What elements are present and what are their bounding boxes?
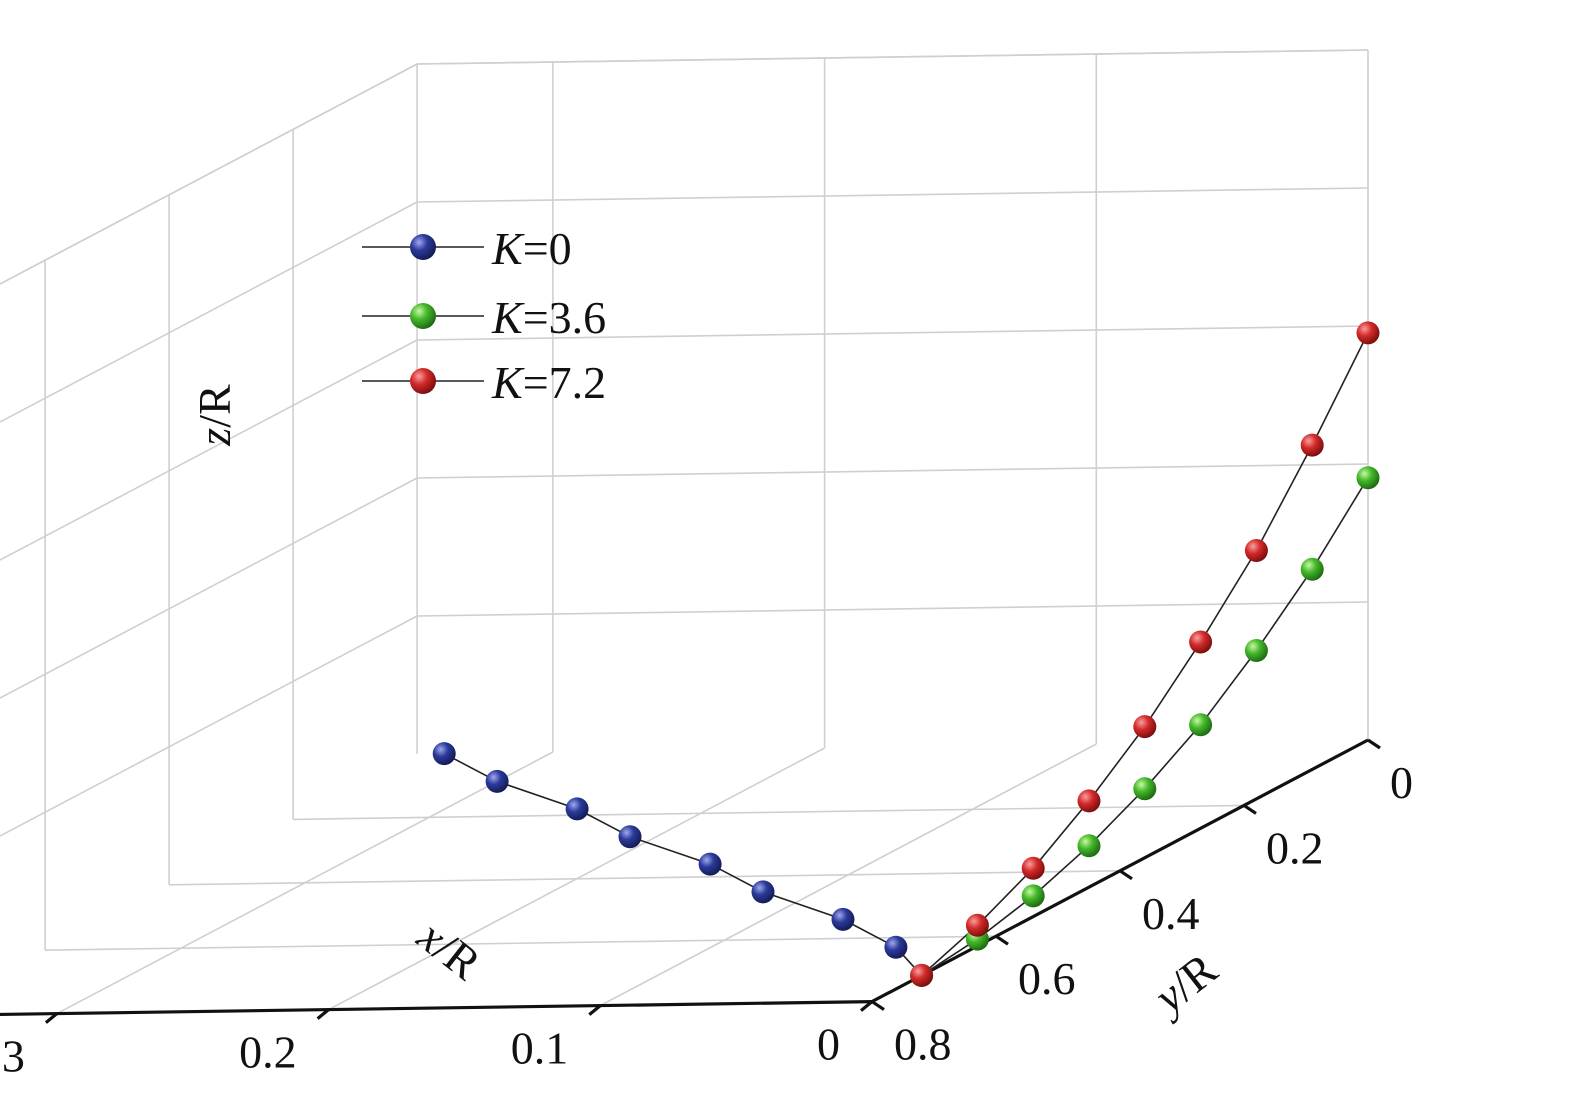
grid-line [0,63,418,285]
grid-line [417,325,1369,341]
y-tick-label: 0.4 [1142,888,1200,939]
data-point [698,852,722,876]
data-point [1300,433,1324,457]
y-axis-tick [995,934,1009,946]
data-point [1133,777,1157,801]
data-point [1133,715,1157,739]
ticks [44,738,1381,1024]
legend: K=0 K=3.6 K=7.2 [362,223,606,408]
grid-line [169,870,1121,886]
data-point [1077,789,1101,813]
x-axis-title: x/R [408,909,491,989]
legend-marker-k72 [410,368,436,394]
legend-marker-k0 [410,234,436,260]
data-point [1189,630,1213,654]
data-point [1244,539,1268,562]
grid-line [45,935,997,951]
grid-line [417,601,1369,617]
y-tick-label: 0 [1390,757,1413,808]
grid-line [0,477,418,699]
grid-line [0,201,418,423]
data-point [485,769,509,793]
data-point [565,797,589,821]
y-axis-title: y/R [1141,943,1226,1025]
data-point [1021,884,1045,908]
series-markers [432,321,1380,987]
data-point [910,963,934,987]
x-tick-label: 0 [817,1019,840,1070]
x-axis-tick [588,1004,602,1016]
data-point [1244,639,1268,662]
grid-line [417,187,1369,203]
data-point [1021,856,1045,880]
y-axis-tick [871,1000,885,1011]
x-axis-line [0,1000,873,1017]
data-point [1189,713,1213,737]
grid-line [0,615,418,837]
data-point [1356,466,1380,490]
series-line-2 [921,332,1369,976]
y-tick-label: 0.6 [1018,953,1076,1004]
data-point [1300,557,1324,581]
series-line-0 [443,752,923,976]
grid-line [0,339,418,561]
grid-line [417,463,1369,479]
x-tick-label: 0.3 [0,1031,25,1082]
x-axis-tick [44,1012,58,1024]
tick-labels: 00.20.40.60.81.000.10.20.300.20.40.60.8 [0,757,1413,1082]
data-point [831,907,855,931]
legend-label-k36: K=3.6 [491,292,606,343]
grid-lines [0,49,1369,1016]
data-point [1077,834,1101,858]
legend-label-k72: K=7.2 [491,357,606,408]
y-tick-label: 0.8 [894,1019,952,1070]
data-point [618,825,642,849]
y-axis-tick [1119,869,1133,881]
data-point [432,742,456,766]
data-point [1356,321,1380,345]
x-tick-label: 0.2 [239,1027,297,1078]
grid-edge [417,49,1369,65]
grid-edge [0,63,418,285]
grid-line [293,804,1245,821]
x-axis-tick [316,1008,330,1020]
legend-label-k0: K=0 [491,223,572,274]
x-axis-tick [859,1000,874,1012]
legend-marker-k36 [410,303,436,329]
data-point [751,880,775,904]
data-point [965,913,989,937]
z-axis-title: z/R [189,384,240,447]
y-axis-tick [1243,804,1257,815]
y-tick-label: 0.2 [1266,822,1324,873]
data-point [884,935,908,959]
y-axis-tick [1367,738,1381,750]
x-tick-label: 0.1 [511,1023,569,1074]
